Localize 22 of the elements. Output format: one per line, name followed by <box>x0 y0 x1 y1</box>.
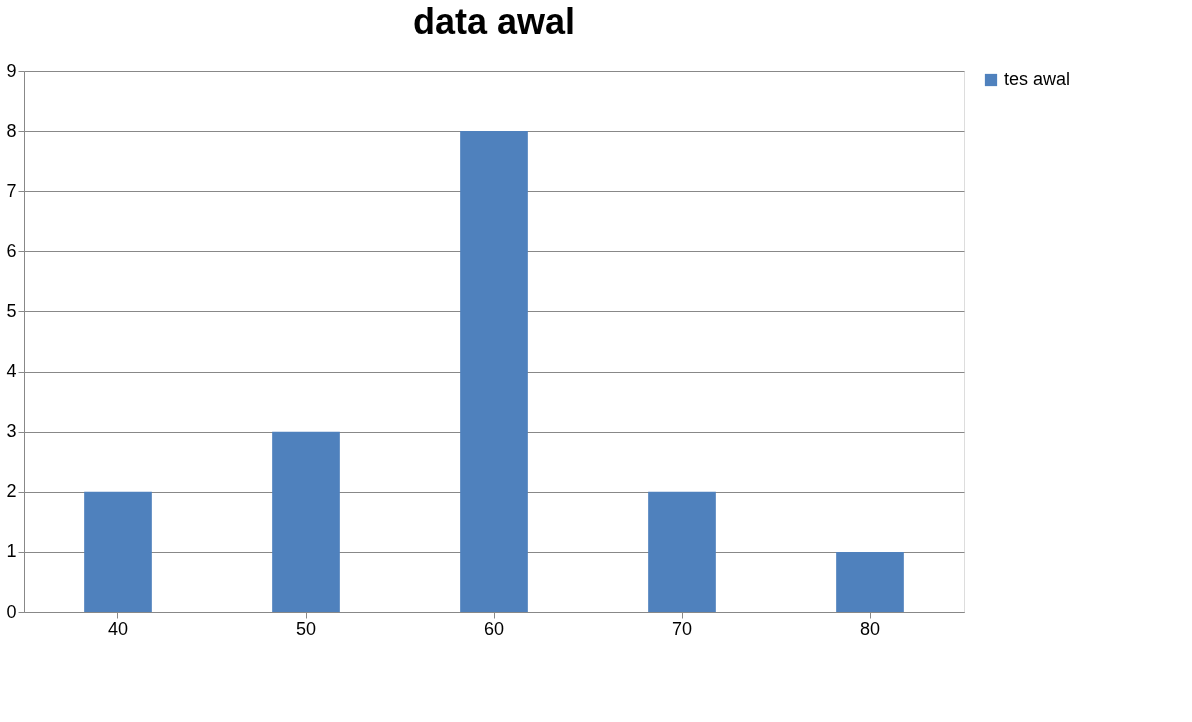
y-tick-label: 4 <box>6 361 17 382</box>
bar <box>648 491 716 612</box>
y-tick-label: 7 <box>6 180 17 201</box>
bar <box>272 431 340 612</box>
y-tick-label: 5 <box>6 300 17 321</box>
y-tick-label: 8 <box>6 120 17 141</box>
y-tick-label: 0 <box>6 601 17 622</box>
x-tick-label: 60 <box>483 618 505 639</box>
x-tick-label: 50 <box>295 618 317 639</box>
x-tick-label: 70 <box>671 618 693 639</box>
y-tick-label: 1 <box>6 541 17 562</box>
x-tick-label: 80 <box>859 618 881 639</box>
y-tick-label: 6 <box>6 240 17 261</box>
legend-label: tes awal <box>1004 69 1071 89</box>
bar <box>84 491 152 612</box>
y-tick-label: 2 <box>6 481 17 502</box>
bar <box>460 131 528 612</box>
chart-title: data awal <box>412 1 576 42</box>
bar <box>836 551 904 612</box>
y-tick-label: 9 <box>6 60 17 81</box>
y-tick-label: 3 <box>6 421 17 442</box>
x-tick-label: 40 <box>107 618 129 639</box>
